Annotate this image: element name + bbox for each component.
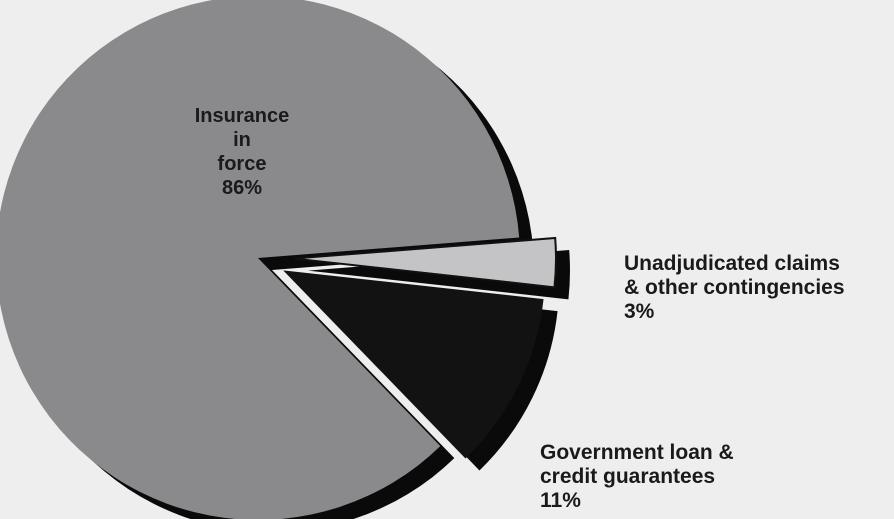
slice-label-insurance-line: Insurance — [195, 105, 289, 127]
slice-label-claims-pct: 3% — [624, 300, 655, 323]
pie-slice-guarantees — [283, 270, 544, 459]
slice-label-claims-line: & other contingencies — [624, 276, 845, 299]
slice-label-guarantees-line: Government loan & — [540, 441, 734, 464]
slice-label-guarantees-line: credit guarantees — [540, 465, 715, 488]
slice-label-insurance-line: force — [218, 153, 267, 175]
slice-label-claims-line: Unadjudicated claims — [624, 252, 840, 275]
pie-slice-layer — [0, 0, 557, 519]
slice-label-guarantees-pct: 11% — [540, 489, 581, 512]
pie-slice-insurance — [0, 0, 520, 519]
pie-slice-claims — [293, 236, 557, 289]
slice-label-insurance-line: in — [233, 129, 251, 151]
slice-label-insurance-pct: 86% — [222, 177, 262, 199]
